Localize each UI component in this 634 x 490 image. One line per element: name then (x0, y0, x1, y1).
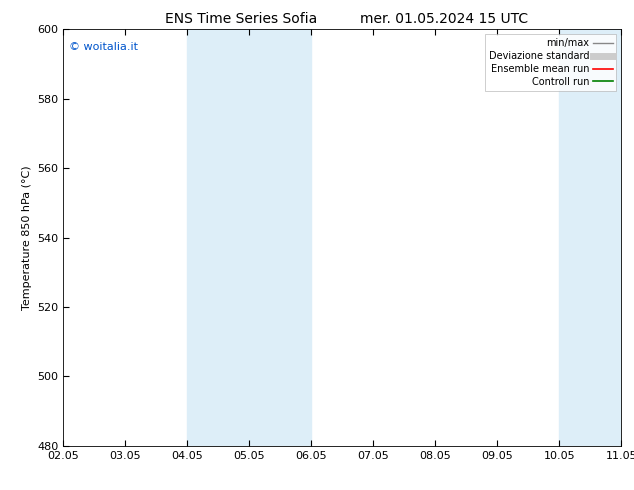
Legend: min/max, Deviazione standard, Ensemble mean run, Controll run: min/max, Deviazione standard, Ensemble m… (485, 34, 616, 91)
Text: © woitalia.it: © woitalia.it (69, 42, 138, 52)
Bar (249, 29, 311, 446)
Text: mer. 01.05.2024 15 UTC: mer. 01.05.2024 15 UTC (359, 12, 528, 26)
Bar (621, 29, 634, 446)
Bar (559, 29, 621, 446)
Y-axis label: Temperature 850 hPa (°C): Temperature 850 hPa (°C) (22, 165, 32, 310)
Bar (188, 29, 249, 446)
Text: ENS Time Series Sofia: ENS Time Series Sofia (165, 12, 317, 26)
